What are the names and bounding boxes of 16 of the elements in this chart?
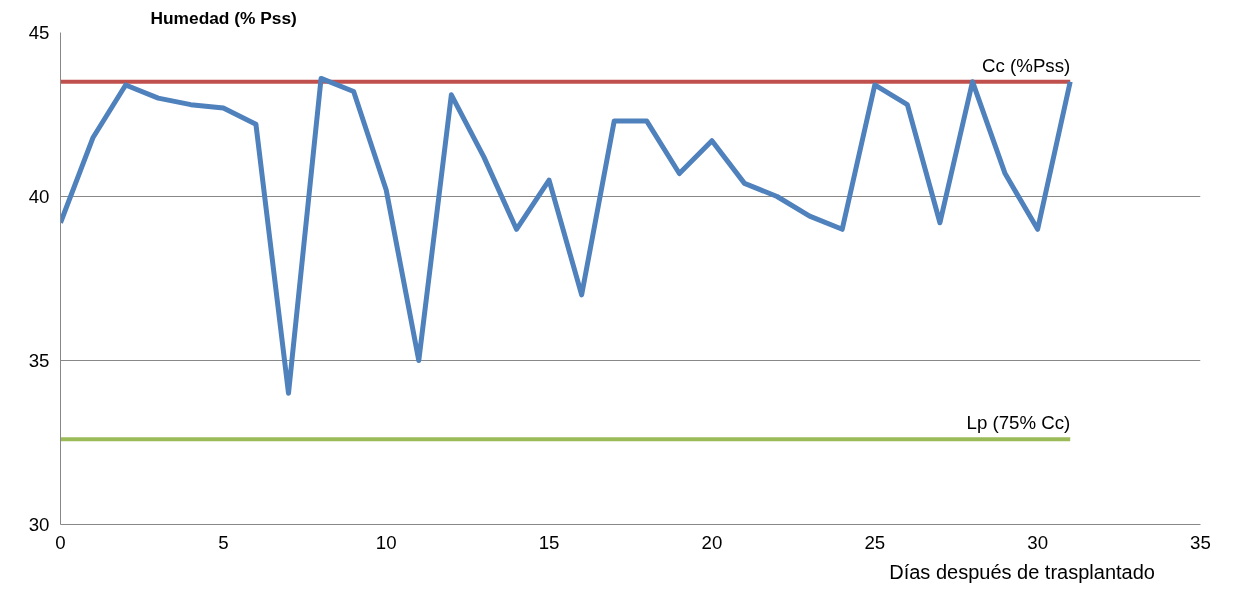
x-tick-label: 20 (701, 531, 723, 553)
x-tick-label: 25 (864, 531, 886, 553)
x-tick-label: 0 (55, 531, 66, 553)
x-axis-title: Días después de trasplantado (889, 561, 1155, 583)
x-tick-label: 10 (375, 531, 397, 553)
y-tick-label: 30 (28, 514, 50, 535)
ref-line-label: Cc (%Pss) (982, 54, 1071, 76)
x-tick-label: 5 (218, 531, 229, 553)
y-tick-label: 45 (28, 22, 50, 43)
y-tick-label: 35 (28, 350, 50, 371)
x-tick-label: 15 (538, 531, 560, 553)
y-tick-label: 40 (28, 186, 50, 207)
ref-line-label: Lp (75% Cc) (966, 412, 1071, 434)
y-axis-title: Humedad (% Pss) (150, 7, 297, 28)
x-tick-label: 30 (1027, 531, 1049, 553)
x-tick-label: 35 (1190, 531, 1211, 553)
